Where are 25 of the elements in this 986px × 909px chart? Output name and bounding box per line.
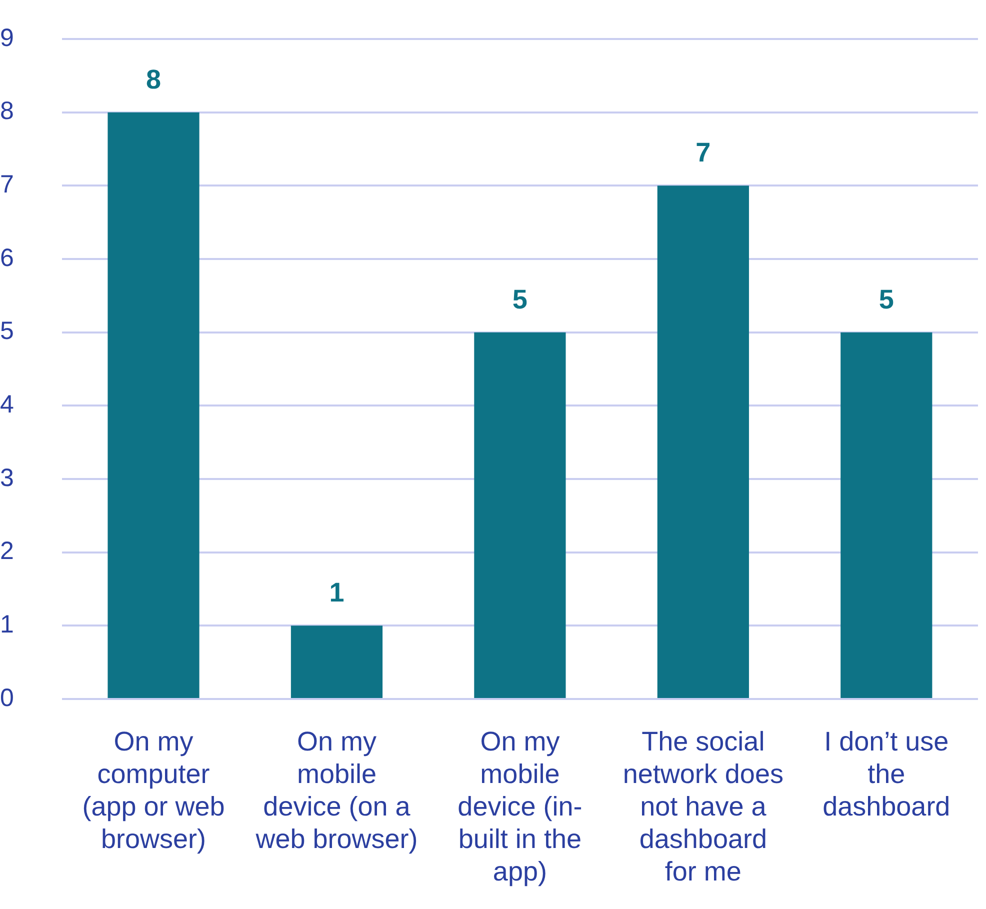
bar [840, 332, 932, 698]
y-tick-label: 2 [0, 537, 14, 566]
x-tick-label: I don’t use the dashboard [822, 726, 950, 822]
y-tick-label: 9 [0, 24, 14, 52]
bar [290, 626, 383, 698]
data-label: 8 [146, 64, 162, 94]
data-label: 5 [512, 284, 528, 314]
y-tick-label: 8 [0, 97, 14, 126]
bar [108, 112, 200, 698]
x-tick-label: On my computer (app or web browser) [82, 726, 225, 854]
bar [657, 186, 749, 698]
y-tick-label: 1 [0, 610, 14, 639]
data-label: 5 [878, 284, 894, 314]
x-tick-label: On my mobile device (in-built in the app) [458, 726, 582, 886]
x-tick-label: On my mobile device (on a web browser) [254, 726, 418, 854]
y-tick-label: 6 [0, 244, 14, 272]
bar [474, 332, 566, 698]
y-tick-label: 7 [0, 170, 14, 199]
y-tick-label: 5 [0, 317, 14, 346]
y-tick-label: 3 [0, 464, 14, 492]
data-label: 7 [696, 138, 711, 168]
y-tick-label: 4 [0, 390, 14, 419]
y-tick-label: 0 [0, 684, 14, 712]
x-tick-label: The social network does not have a dashboard for me [622, 726, 784, 886]
data-label: 1 [329, 578, 344, 608]
